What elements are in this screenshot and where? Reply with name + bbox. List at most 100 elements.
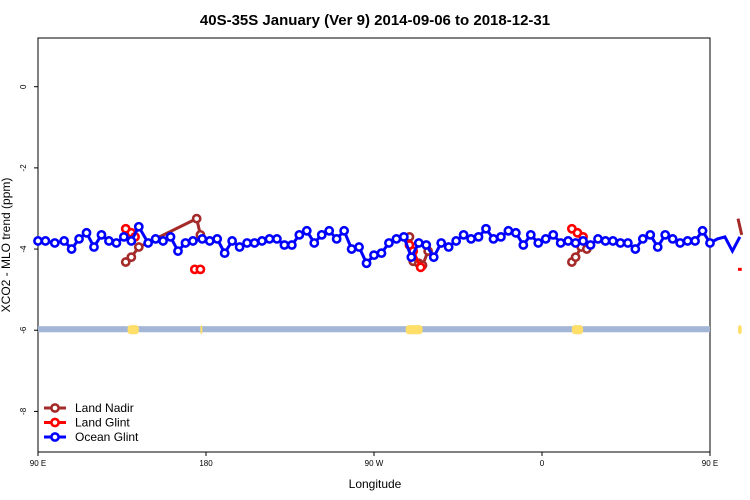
data-point xyxy=(316,229,327,240)
data-point xyxy=(59,236,70,246)
data-point xyxy=(74,234,84,244)
data-point xyxy=(443,242,454,252)
data-point xyxy=(451,236,462,246)
data-point xyxy=(622,238,633,248)
data-point xyxy=(257,236,267,246)
data-point xyxy=(294,229,305,240)
data-point xyxy=(227,236,238,246)
data-point xyxy=(660,229,671,240)
data-point xyxy=(346,244,357,254)
y-tick-label: -6 xyxy=(19,326,28,334)
y-tick-label: -4 xyxy=(19,245,28,253)
data-point xyxy=(481,223,491,234)
data-point xyxy=(242,238,252,248)
data-point xyxy=(204,236,215,246)
data-point xyxy=(413,238,424,248)
data-point xyxy=(264,234,275,244)
data-point xyxy=(361,258,372,269)
data-point xyxy=(279,240,290,250)
y-tick-label: 0 xyxy=(19,84,28,89)
data-point xyxy=(391,234,402,244)
data-point xyxy=(195,264,206,275)
data-point xyxy=(563,236,574,246)
data-point xyxy=(415,262,426,273)
data-point xyxy=(398,231,409,242)
data-point xyxy=(126,236,137,246)
data-point xyxy=(570,238,581,248)
data-point xyxy=(675,238,686,248)
series-line xyxy=(736,218,744,236)
data-point xyxy=(421,240,432,250)
data-point xyxy=(219,248,230,259)
data-point xyxy=(324,225,335,236)
legend-item: Land Glint xyxy=(44,416,130,430)
y-axis: 0 -2 -4 -6 -8 xyxy=(19,84,38,415)
land-patch xyxy=(738,325,742,335)
land-patch xyxy=(571,325,584,335)
x-tick-label: 180 xyxy=(199,459,213,468)
data-point xyxy=(690,236,700,246)
data-point xyxy=(645,229,656,240)
legend-swatch-marker xyxy=(50,417,60,428)
data-point xyxy=(637,234,648,244)
data-point xyxy=(697,225,708,236)
x-axis: 90 E 180 90 W 0 90 E xyxy=(30,452,718,468)
data-point xyxy=(406,252,417,263)
data-point xyxy=(212,234,223,244)
legend-item: Ocean Glint xyxy=(44,430,139,444)
data-point xyxy=(555,238,566,248)
data-point xyxy=(40,236,51,246)
land-patch xyxy=(200,325,203,335)
data-point xyxy=(309,238,320,248)
legend-item: Land Nadir xyxy=(44,401,134,415)
data-point xyxy=(249,238,260,248)
series-layer xyxy=(33,213,744,275)
x-tick-label: 90 E xyxy=(702,459,718,468)
data-point xyxy=(81,227,92,238)
data-point xyxy=(593,234,603,244)
land-patch xyxy=(405,325,423,335)
data-point xyxy=(376,248,387,259)
data-point xyxy=(173,246,183,256)
data-point xyxy=(89,242,99,252)
legend-swatch-marker xyxy=(50,432,60,442)
data-point xyxy=(354,242,364,252)
data-point xyxy=(548,229,559,240)
data-point xyxy=(615,238,626,248)
chart-title: 40S-35S January (Ver 9) 2014-09-06 to 20… xyxy=(200,12,550,29)
y-axis-title: XCO2 - MLO trend (ppm) xyxy=(0,178,13,313)
data-point xyxy=(488,234,499,244)
data-point xyxy=(272,234,282,244)
data-point xyxy=(578,236,588,246)
data-point xyxy=(234,242,245,252)
data-point xyxy=(600,236,611,246)
data-point xyxy=(518,240,529,250)
x-axis-title: Longitude xyxy=(349,477,402,491)
data-point xyxy=(466,234,476,244)
data-point xyxy=(191,213,202,224)
data-point xyxy=(301,225,312,236)
data-point xyxy=(180,238,191,248)
data-point xyxy=(525,229,536,240)
data-point xyxy=(608,236,618,246)
data-point xyxy=(126,252,137,263)
data-point xyxy=(188,236,198,246)
data-point xyxy=(133,242,144,252)
series-ocean-glint xyxy=(33,221,742,269)
land-patch xyxy=(127,325,139,335)
series-land-nadir xyxy=(120,213,744,271)
data-point xyxy=(667,234,678,244)
data-point xyxy=(96,229,107,240)
data-point xyxy=(111,238,122,248)
data-point xyxy=(384,238,394,248)
data-point xyxy=(436,238,447,248)
data-point xyxy=(652,242,663,252)
data-point xyxy=(458,229,469,240)
data-point xyxy=(158,236,168,246)
data-point xyxy=(682,236,693,246)
data-point xyxy=(570,252,581,263)
data-point xyxy=(496,231,506,242)
x-tick-label: 90 E xyxy=(30,459,46,468)
data-point xyxy=(630,244,641,254)
